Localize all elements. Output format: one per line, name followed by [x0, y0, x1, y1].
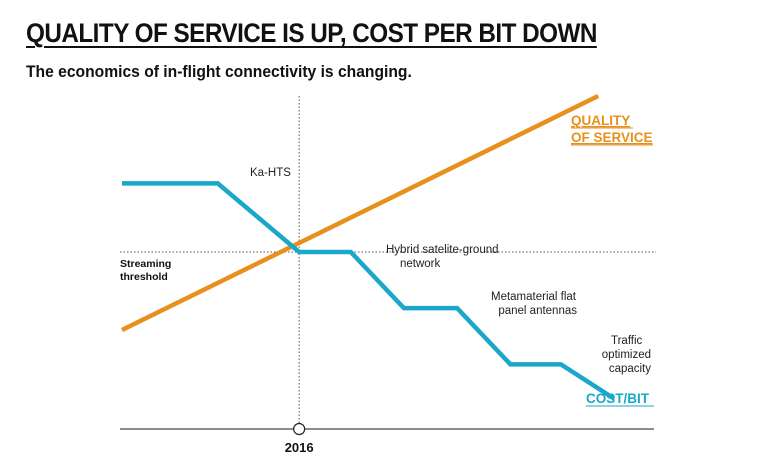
- annotation-line: network: [400, 258, 441, 270]
- chart-subtitle: The economics of in-flight connectivity …: [26, 62, 412, 81]
- series-line-cost-bit: [122, 181, 616, 401]
- annotation-ka-hts: Ka-HTS: [250, 167, 291, 179]
- annotation-line: optimized: [602, 349, 651, 361]
- threshold-label-line: Streaming: [120, 258, 171, 270]
- x-tick-label: 2016: [285, 440, 314, 455]
- threshold-label: Streaming threshold: [120, 258, 171, 283]
- annotation-hybrid-satelite-ground: Hybrid satelite-ground network: [386, 244, 499, 270]
- x-tick-marker: [293, 422, 306, 436]
- series-label-cost-bit: COST/BIT: [586, 391, 650, 406]
- series-line-quality-of-service: [121, 93, 600, 333]
- annotation-line: panel antennas: [498, 305, 577, 317]
- series-label-quality-of-service: OF SERVICE: [571, 130, 653, 145]
- threshold-label-line: threshold: [120, 271, 168, 283]
- annotation-line: Metamaterial flat: [491, 291, 577, 303]
- annotation-line: capacity: [609, 363, 651, 375]
- annotation-traffic: Traffic optimized capacity: [602, 335, 651, 375]
- annotation-line: Traffic: [611, 335, 643, 347]
- series-label-quality-of-service: QUALITY: [571, 113, 630, 128]
- annotation-line: Hybrid satelite-ground: [386, 244, 499, 256]
- annotation-metamaterial-flat: Metamaterial flat panel antennas: [491, 291, 577, 317]
- chart-title: QUALITY OF SERVICE IS UP, COST PER BIT D…: [26, 18, 597, 48]
- annotation-line: Ka-HTS: [250, 167, 291, 179]
